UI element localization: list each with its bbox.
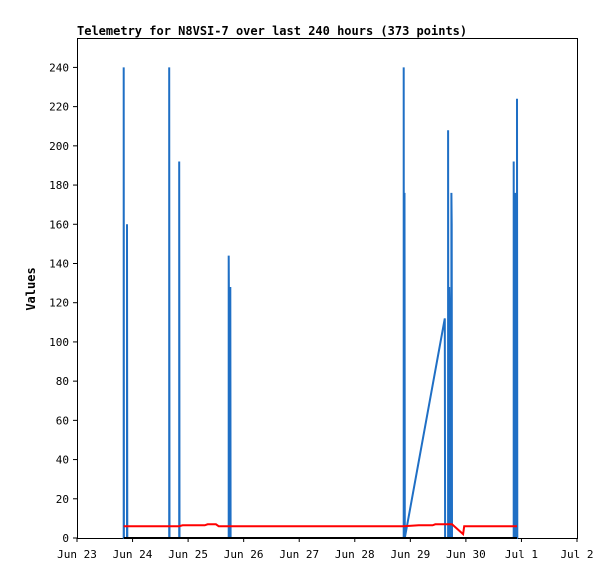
x-tick-label: Jul 1	[505, 548, 538, 561]
x-tick-label: Jun 28	[335, 548, 375, 561]
x-tick-label: Jun 29	[390, 548, 430, 561]
y-tick-label: 140	[49, 257, 69, 270]
series-line-0	[122, 67, 519, 539]
y-tick-label: 180	[49, 179, 69, 192]
x-axis: Jun 23 Jun 24 Jun 25 Jun 26 Jun 27 Jun 28 Jun …	[57, 538, 594, 561]
y-tick-label: 240	[49, 61, 69, 74]
y-tick-label: 80	[56, 375, 69, 388]
y-tick-label: 100	[49, 336, 69, 349]
x-tick-label: Jun 30	[446, 548, 486, 561]
y-tick-label: 160	[49, 218, 69, 231]
x-tick-label: Jul 2	[560, 548, 593, 561]
x-tick-label: Jun 26	[224, 548, 264, 561]
series-layer	[122, 67, 519, 539]
x-tick-label: Jun 23	[57, 548, 97, 561]
y-axis-label: Values	[24, 267, 38, 310]
y-tick-label: 220	[49, 101, 69, 114]
y-tick-label: 200	[49, 140, 69, 153]
plot-frame	[77, 38, 578, 539]
y-tick-label: 60	[56, 414, 69, 427]
y-tick-label: 120	[49, 297, 69, 310]
y-axis: 0 20 40 60 80 100 120 140 160 180 200 220 240	[49, 61, 77, 545]
x-tick-label: Jun 24	[113, 548, 153, 561]
chart-title: Telemetry for N8VSI-7 over last 240 hour…	[77, 24, 468, 38]
series-line-1	[123, 523, 517, 537]
y-tick-label: 20	[56, 493, 69, 506]
x-tick-label: Jun 27	[279, 548, 319, 561]
y-tick-label: 0	[62, 532, 69, 545]
y-tick-label: 40	[56, 454, 69, 467]
x-tick-label: Jun 25	[168, 548, 208, 561]
